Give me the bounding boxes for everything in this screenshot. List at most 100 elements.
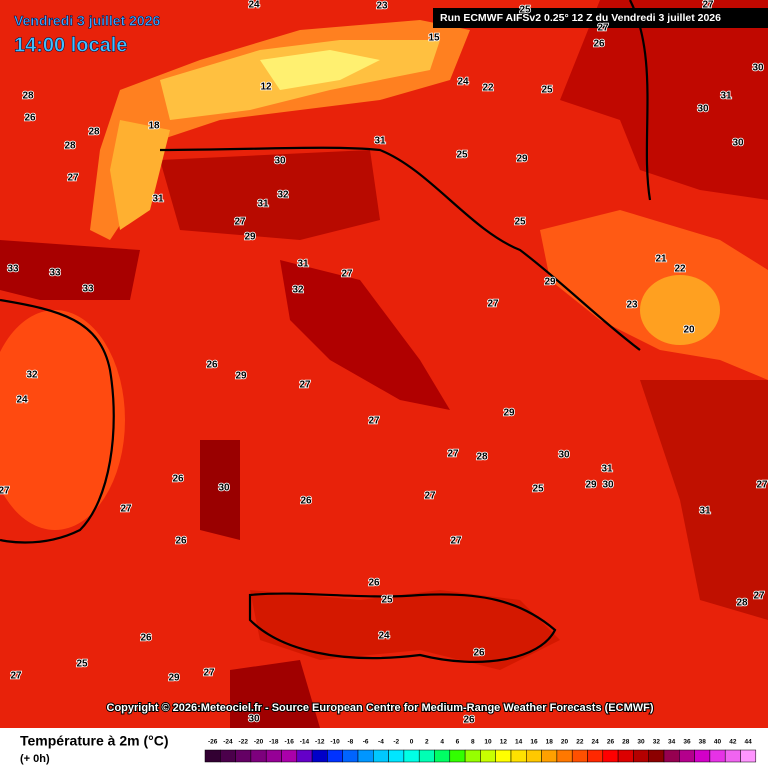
temperature-label: 27 — [0, 486, 10, 497]
temperature-label: 28 — [22, 91, 34, 102]
temperature-label: 26 — [140, 633, 152, 644]
scale-cell — [220, 749, 236, 763]
temperature-label: 27 — [702, 0, 714, 11]
temperature-label: 25 — [381, 595, 393, 606]
temperature-label: 31 — [152, 194, 164, 205]
temperature-label: 23 — [376, 1, 388, 12]
temperature-label: 32 — [277, 190, 289, 201]
scale-label: 12 — [500, 739, 508, 746]
temperature-label: 12 — [260, 82, 272, 93]
scale-cell — [663, 749, 680, 763]
scale-label: -12 — [315, 739, 325, 746]
temperature-label: 30 — [602, 480, 614, 491]
scale-label: 40 — [714, 739, 722, 746]
scale-label: 2 — [425, 739, 429, 746]
scale-label: -26 — [208, 739, 218, 746]
scale-label: 10 — [484, 739, 492, 746]
scale-label: 24 — [592, 739, 600, 746]
temperature-label: 25 — [532, 484, 544, 495]
scale-label: 8 — [471, 739, 475, 746]
scale-cell — [648, 749, 665, 763]
scale-label: 14 — [515, 739, 523, 746]
scale-label: -22 — [239, 739, 249, 746]
temperature-label: 30 — [732, 138, 744, 149]
copyright: Copyright © 2026:Meteociel.fr - Source E… — [107, 702, 654, 714]
scale-cell — [464, 749, 481, 763]
temperature-label: 29 — [168, 673, 180, 684]
temperature-label: 33 — [7, 264, 19, 275]
scale-cell — [724, 749, 741, 763]
temperature-label: 28 — [736, 598, 748, 609]
scale-cell — [204, 749, 221, 763]
scale-label: 0 — [410, 739, 414, 746]
scale-cell — [296, 749, 313, 763]
temperature-label: 25 — [76, 659, 88, 670]
temperature-label: 30 — [558, 450, 570, 461]
scale-label: -14 — [300, 739, 310, 746]
scale-cell — [633, 749, 649, 763]
scale-cell — [373, 749, 389, 763]
scale-label: -4 — [378, 739, 384, 746]
scale-cell — [434, 749, 451, 763]
temperature-label: 29 — [503, 408, 515, 419]
temperature-label: 27 — [450, 536, 462, 547]
temperature-label: 31 — [699, 506, 711, 517]
temperature-label: 26 — [300, 496, 312, 507]
scale-cell — [617, 749, 634, 763]
temperature-label: 26 — [368, 578, 380, 589]
scale-label: -2 — [393, 739, 399, 746]
scale-label: 28 — [622, 739, 630, 746]
scale-cell — [679, 749, 695, 763]
color-scale: -26 -24 -22 -20 -18 -16 -14 -12 -10 -8 -6 -4 -2 0 2 4 6 8… — [204, 739, 757, 763]
temperature-label: 24 — [248, 0, 260, 11]
temperature-label: 27 — [234, 217, 246, 228]
scale-cell — [327, 749, 343, 763]
temperature-label: 27 — [120, 504, 132, 515]
temperature-label: 22 — [674, 264, 686, 275]
scale-cell — [342, 749, 359, 763]
scale-cell — [418, 749, 435, 763]
scale-cell — [311, 749, 328, 763]
scale-label: 16 — [530, 739, 538, 746]
temperature-label: 26 — [593, 39, 605, 50]
scale-label: 34 — [668, 739, 676, 746]
scale-cell — [709, 749, 726, 763]
scale-cell — [571, 749, 588, 763]
temperature-label: 31 — [297, 259, 309, 270]
temperature-label: 23 — [626, 300, 638, 311]
scale-cell — [250, 749, 267, 763]
temperature-label: 20 — [683, 325, 695, 336]
temperature-label: 33 — [49, 268, 61, 279]
scale-label: 20 — [561, 739, 569, 746]
temperature-label: 25 — [456, 150, 468, 161]
scale-label: -6 — [363, 739, 369, 746]
temperature-label: 24 — [16, 395, 28, 406]
temperature-label: 31 — [257, 199, 269, 210]
scale-cell — [740, 749, 757, 763]
temperature-label: 27 — [299, 380, 311, 391]
temperature-label: 29 — [516, 154, 528, 165]
scale-label: -20 — [254, 739, 264, 746]
temperature-label: 27 — [341, 269, 353, 280]
temperature-label: 24 — [378, 631, 390, 642]
scale-cell — [480, 749, 496, 763]
temperature-label: 26 — [206, 360, 218, 371]
temperature-label: 30 — [274, 156, 286, 167]
scale-cell — [510, 749, 527, 763]
scale-label: 4 — [440, 739, 444, 746]
scale-label: -8 — [347, 739, 353, 746]
forecast-time: 14:00 locale — [14, 34, 127, 56]
scale-cell — [235, 749, 252, 763]
temperature-label: 26 — [473, 648, 485, 659]
temperature-label: 27 — [10, 671, 22, 682]
scale-label: 42 — [729, 739, 737, 746]
scale-cell — [541, 749, 558, 763]
legend-title: Température à 2m (°C) — [20, 733, 169, 749]
temperature-label: 27 — [203, 668, 215, 679]
scale-label: -10 — [330, 739, 340, 746]
temperature-label: 27 — [67, 173, 79, 184]
temperature-label: 28 — [64, 141, 76, 152]
temperature-label: 32 — [26, 370, 38, 381]
temperature-label: 25 — [541, 85, 553, 96]
